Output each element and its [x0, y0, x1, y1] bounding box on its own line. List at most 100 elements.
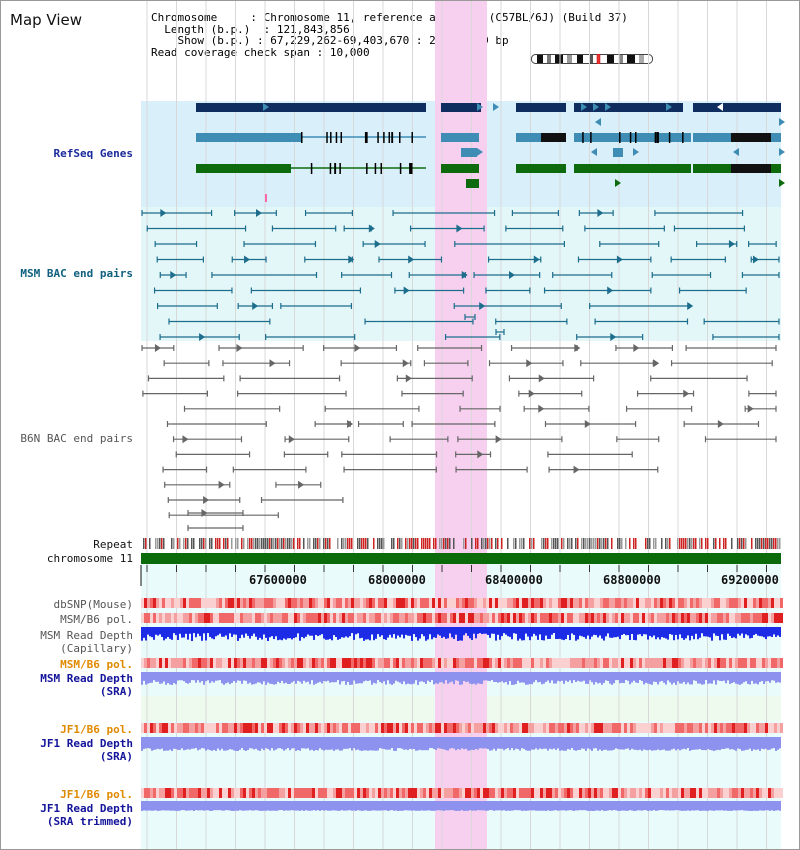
jf1-sra-depth-bar: [675, 737, 677, 751]
msm-capillary-depth-bar: [485, 627, 487, 634]
jf1-sra-depth-bar: [573, 737, 575, 751]
msm-pol-heat-cell: [306, 613, 309, 623]
msm-sra-depth-bar: [509, 672, 511, 682]
jf1-sra-depth-bar: [155, 737, 157, 750]
jf1-pol2-heat-cell: [654, 788, 657, 798]
msm-pol-heat-cell: [213, 613, 216, 623]
msm-pol-heat-cell: [207, 613, 210, 623]
repeat-feature: [345, 538, 347, 549]
dbsnp-heat-cell: [294, 598, 297, 608]
jf1-pol-heat-cell: [312, 723, 315, 733]
jf1-pol2-heat-cell: [252, 788, 255, 798]
dbsnp-heat-cell: [330, 598, 333, 608]
msm-pol-heat-cell: [717, 613, 720, 623]
jf1-trimmed-depth-bar: [287, 801, 289, 811]
dbsnp-heat-cell: [447, 598, 450, 608]
dbsnp-heat-cell: [660, 598, 663, 608]
repeat-feature: [555, 538, 557, 549]
jf1-trimmed-depth-bar: [639, 801, 641, 811]
jf1-pol-heat-cell: [498, 723, 501, 733]
msm-capillary-depth-bar: [165, 627, 167, 639]
msm-pol-heat-cell: [621, 613, 624, 623]
repeat-feature: [361, 538, 363, 549]
chromosome-ideogram[interactable]: [531, 54, 653, 64]
msm-pol2-heat-cell: [774, 658, 777, 668]
msm-pol-heat-cell: [498, 613, 501, 623]
jf1-pol-heat-cell: [642, 723, 645, 733]
b6n-bac-pair-arrow: [154, 344, 161, 352]
msm-pol2-heat-cell: [174, 658, 177, 668]
msm-pol-heat-cell: [384, 613, 387, 623]
jf1-pol2-heat-cell: [765, 788, 768, 798]
jf1-pol-heat-cell: [504, 723, 507, 733]
jf1-sra-depth-bar: [683, 737, 685, 749]
msm-sra-depth-bar: [665, 672, 667, 685]
track-label-msm-bac[interactable]: MSM BAC end pairs: [20, 267, 133, 280]
track-label-refseq-genes[interactable]: RefSeq Genes: [53, 147, 133, 160]
msm-sra-depth-bar: [321, 672, 323, 684]
repeat-feature: [163, 538, 165, 549]
jf1-sra-depth-bar: [457, 737, 459, 750]
jf1-pol-heat-cell: [483, 723, 486, 733]
msm-sra-depth-bar: [771, 672, 773, 681]
jf1-pol2-heat-cell: [708, 788, 711, 798]
msm-pol-heat-cell: [711, 613, 714, 623]
jf1-trimmed-depth-bar: [149, 801, 151, 811]
msm-capillary-depth-bar: [529, 627, 531, 641]
jf1-pol-heat-cell: [594, 723, 597, 733]
jf1-sra-depth-bar: [587, 737, 589, 749]
jf1-pol2-heat-cell: [282, 788, 285, 798]
repeat-feature: [463, 538, 465, 549]
msm-sra-depth-bar: [699, 672, 701, 684]
msm-pol2-heat-cell: [342, 658, 345, 668]
dbsnp-heat-cell: [579, 598, 582, 608]
jf1-trimmed-depth-bar: [497, 801, 499, 811]
msm-pol-heat-cell: [186, 613, 189, 623]
gene-exon: [619, 132, 621, 143]
msm-pol-heat-cell: [492, 613, 495, 623]
msm-sra-depth-bar: [443, 672, 445, 684]
jf1-pol2-heat-cell: [723, 788, 726, 798]
track-label-b6n-bac[interactable]: B6N BAC end pairs: [20, 432, 133, 445]
dbsnp-heat-cell: [180, 598, 183, 608]
jf1-pol2-heat-cell: [645, 788, 648, 798]
msm-sra-depth-bar: [559, 672, 561, 682]
jf1-trimmed-depth-bar: [175, 801, 177, 811]
dbsnp-heat-cell: [570, 598, 573, 608]
jf1-trimmed-depth-bar: [597, 801, 599, 811]
jf1-sra-depth-bar: [595, 737, 597, 749]
msm-sra-depth-bar: [237, 672, 239, 681]
repeat-feature: [191, 538, 193, 549]
msm-sra-depth-bar: [641, 672, 643, 682]
msm-sra-depth-bar: [229, 672, 231, 685]
dbsnp-heat-cell: [573, 598, 576, 608]
msm-pol2-heat-cell: [600, 658, 603, 668]
repeat-feature: [593, 538, 595, 549]
msm-sra-depth-bar: [205, 672, 207, 682]
jf1-trimmed-depth-bar: [699, 801, 701, 811]
jf1-trimmed-depth-bar: [451, 801, 453, 811]
jf1-pol2-heat-cell: [492, 788, 495, 798]
msm-pol-heat-cell: [393, 613, 396, 623]
dbsnp-heat-cell: [522, 598, 525, 608]
jf1-trimmed-depth-bar: [777, 801, 779, 811]
repeat-feature: [329, 538, 331, 549]
msm-pol2-heat-cell: [219, 658, 222, 668]
msm-sra-depth-bar: [265, 672, 267, 685]
jf1-trimmed-depth-bar: [419, 801, 421, 811]
msm-capillary-depth-bar: [231, 627, 233, 637]
jf1-pol-heat-cell: [492, 723, 495, 733]
jf1-sra-depth-bar: [697, 737, 699, 750]
dbsnp-heat-cell: [189, 598, 192, 608]
jf1-trimmed-depth-bar: [763, 801, 765, 811]
b6n-bac-pair-arrow: [405, 374, 412, 383]
jf1-sra-depth-bar: [695, 737, 697, 750]
jf1-pol-heat-cell: [654, 723, 657, 733]
dbsnp-heat-cell: [645, 598, 648, 608]
jf1-pol2-heat-cell: [273, 788, 276, 798]
dbsnp-heat-cell: [609, 598, 612, 608]
msm-capillary-depth-bar: [309, 627, 311, 636]
jf1-trimmed-depth-bar: [191, 801, 193, 811]
repeat-feature: [693, 538, 695, 549]
